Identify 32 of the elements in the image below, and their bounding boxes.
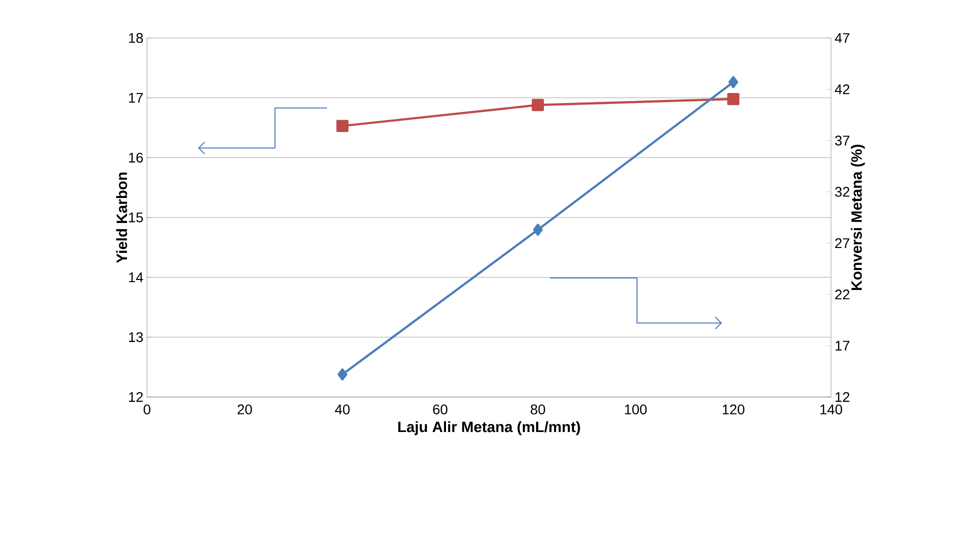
x-tick-label: 0 <box>144 404 150 414</box>
point <box>532 98 544 112</box>
y-tick-label: 15 <box>129 212 143 222</box>
x-axis-title: Laju Alir Metana (mL/mnt) <box>398 421 580 436</box>
point <box>727 92 740 106</box>
y2-tick-label: 22 <box>835 290 850 300</box>
y2-tick-label: 27 <box>835 238 850 248</box>
point <box>338 368 348 380</box>
x-tick-label: 100 <box>625 404 647 414</box>
x-tick-label: 60 <box>433 404 448 414</box>
y-tick-label: 18 <box>129 33 143 43</box>
y-tick-label: 13 <box>129 332 143 342</box>
y2-tick-label: 17 <box>836 340 850 350</box>
y2-tick-label: 37 <box>835 136 850 146</box>
y-axis-title: Yield Karbon <box>116 172 128 264</box>
y2-tick-label: 42 <box>834 84 850 94</box>
x-tick-label: 20 <box>238 404 252 414</box>
x-tick-label: 40 <box>334 404 350 414</box>
y-tick-label: 16 <box>129 152 143 163</box>
y2-axis-title: Konversi Metana (%) <box>850 144 865 290</box>
x-tick-label: 120 <box>722 404 744 414</box>
point <box>336 120 349 132</box>
y2-tick-label: 32 <box>835 186 850 197</box>
y2-tick-label: 47 <box>834 33 850 43</box>
y2-tick-label: 12 <box>836 392 850 402</box>
y-tick-label: 14 <box>129 272 144 282</box>
point <box>533 224 543 236</box>
y-tick-label: 12 <box>129 392 143 402</box>
x-tick-label: 80 <box>530 404 546 414</box>
point <box>728 76 738 88</box>
y-tick-label: 17 <box>129 93 143 103</box>
x-tick-label: 140 <box>820 404 842 414</box>
